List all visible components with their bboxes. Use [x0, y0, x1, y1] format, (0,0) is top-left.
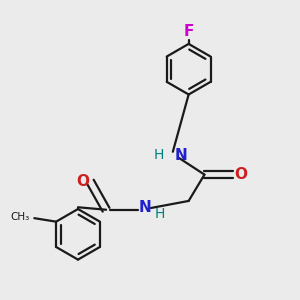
Text: H: H [154, 148, 164, 162]
Text: O: O [76, 174, 89, 189]
Text: N: N [175, 148, 187, 163]
Text: CH₃: CH₃ [11, 212, 30, 223]
Text: F: F [184, 24, 194, 39]
Text: O: O [234, 167, 247, 182]
Text: N: N [138, 200, 151, 215]
Text: H: H [154, 207, 165, 221]
